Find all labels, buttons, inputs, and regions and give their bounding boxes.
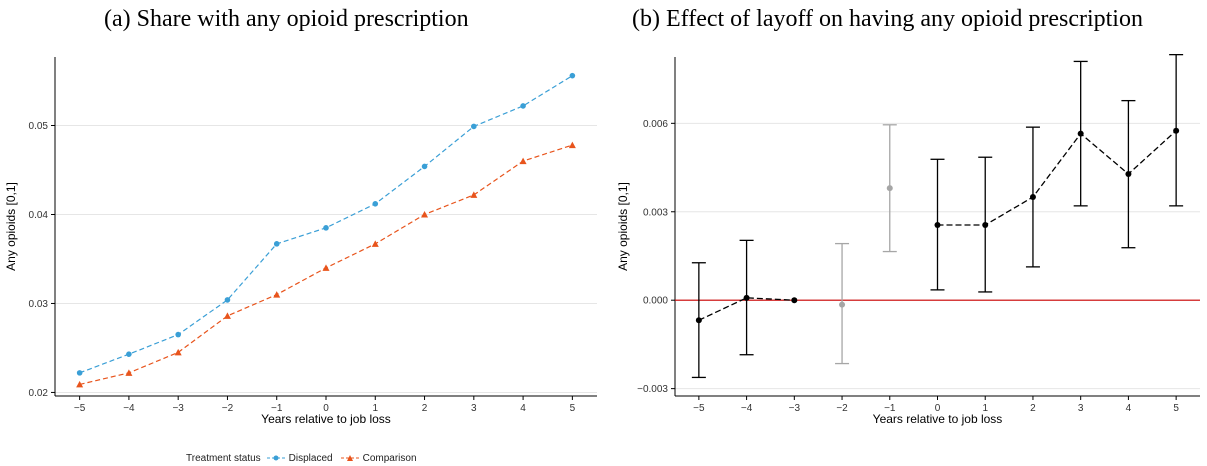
data-point-comparison [322,264,330,271]
estimate-point [695,317,702,324]
data-point-comparison [125,369,133,376]
chart-a-y-tick-label: 0.02 [29,388,49,399]
data-point-displaced [323,225,329,231]
chart-a-x-tick-label: −5 [74,403,86,414]
data-point-comparison [174,348,182,356]
chart-a-y-tick-label: 0.03 [29,299,49,310]
series-line-displaced [79,75,573,374]
chart-a-x-tick-label: −4 [123,403,135,414]
chart-b-x-tick-label: 4 [1126,403,1132,414]
estimate-point [982,222,989,229]
data-point-displaced [224,297,231,303]
chart-a-x-tick-label: 4 [520,403,526,414]
data-point-comparison [76,380,84,388]
data-point-comparison [519,157,527,165]
chart-a-x-axis-label: Years relative to job loss [261,412,391,426]
estimate-connector-line [698,297,795,321]
chart-a-x-tick-label: 0 [323,403,329,414]
chart-a-y-tick-label: 0.05 [29,121,49,132]
legend: Treatment status Displaced Comparison [186,450,425,466]
legend-label-comparison: Comparison [362,452,417,464]
chart-a-y-tick-label: 0.04 [29,210,49,221]
data-point-displaced [471,123,477,130]
estimate-point [934,222,941,229]
data-point-displaced [520,103,526,109]
data-point-comparison [470,191,478,198]
legend-label-displaced: Displaced [288,452,333,464]
chart-b-x-tick-label: −1 [884,403,896,414]
estimate-connector-line [937,130,1177,226]
chart-a-y-axis-label: Any opioids [0,1] [4,182,18,271]
chart-b-y-tick-label: −0.003 [637,384,668,395]
chart-b-x-axis-label: Years relative to job loss [873,412,1003,426]
data-point-comparison [223,312,231,319]
legend-item-comparison: Comparison [340,452,417,464]
data-point-displaced [273,241,280,247]
data-point-displaced [569,72,576,79]
chart-b-x-tick-label: −2 [836,403,848,414]
chart-b-y-axis-label: Any opioids [0,1] [616,182,630,271]
data-point-displaced [76,370,83,376]
chart-b-x-tick-label: 5 [1173,403,1179,414]
legend-item-displaced: Displaced [266,452,333,464]
chart-b-y-tick-label: 0.003 [643,207,668,218]
chart-b-x-tick-label: −5 [693,403,705,414]
chart-b-x-tick-label: 2 [1030,403,1036,414]
data-point-displaced [175,331,181,338]
chart-a-x-tick-label: −3 [172,403,184,414]
estimate-point [1173,127,1180,134]
chart-b-x-tick-label: 1 [982,403,988,414]
estimate-point [839,301,846,308]
data-point-comparison [371,240,379,247]
chart-a-x-tick-label: 1 [372,403,378,414]
chart-b-x-tick-label: −3 [789,403,801,414]
estimate-point [1029,194,1036,201]
data-point-comparison [421,210,429,218]
chart-a-x-tick-label: 5 [570,403,576,414]
chart-b-title: (b) Effect of layoff on having any opioi… [632,6,1143,32]
chart-a-x-tick-label: 3 [471,403,477,414]
chart-a-x-tick-label: 2 [422,403,428,414]
estimate-point [1125,171,1132,178]
chart-a-x-tick-label: −1 [271,403,283,414]
chart-b-x-tick-label: −4 [741,403,753,414]
data-point-displaced [421,163,428,170]
data-point-comparison [273,291,281,298]
chart-a-title: (a) Share with any opioid prescription [104,6,469,32]
legend-title: Treatment status [186,452,261,464]
estimate-point [1077,130,1084,137]
estimate-point [791,297,798,304]
chart-b-y-tick-label: 0.006 [643,119,668,130]
data-point-displaced [126,351,132,357]
estimate-point [743,294,750,301]
estimate-point [886,185,893,192]
chart-b-x-tick-label: 0 [935,403,941,414]
data-point-comparison [568,141,576,149]
data-point-displaced [372,201,379,207]
legend-key-comparison [340,455,359,461]
chart-a-x-tick-label: −2 [222,403,234,414]
chart-b-x-tick-label: 3 [1078,403,1084,414]
chart-b-y-tick-label: 0.000 [643,296,668,307]
legend-key-displaced [266,455,285,461]
